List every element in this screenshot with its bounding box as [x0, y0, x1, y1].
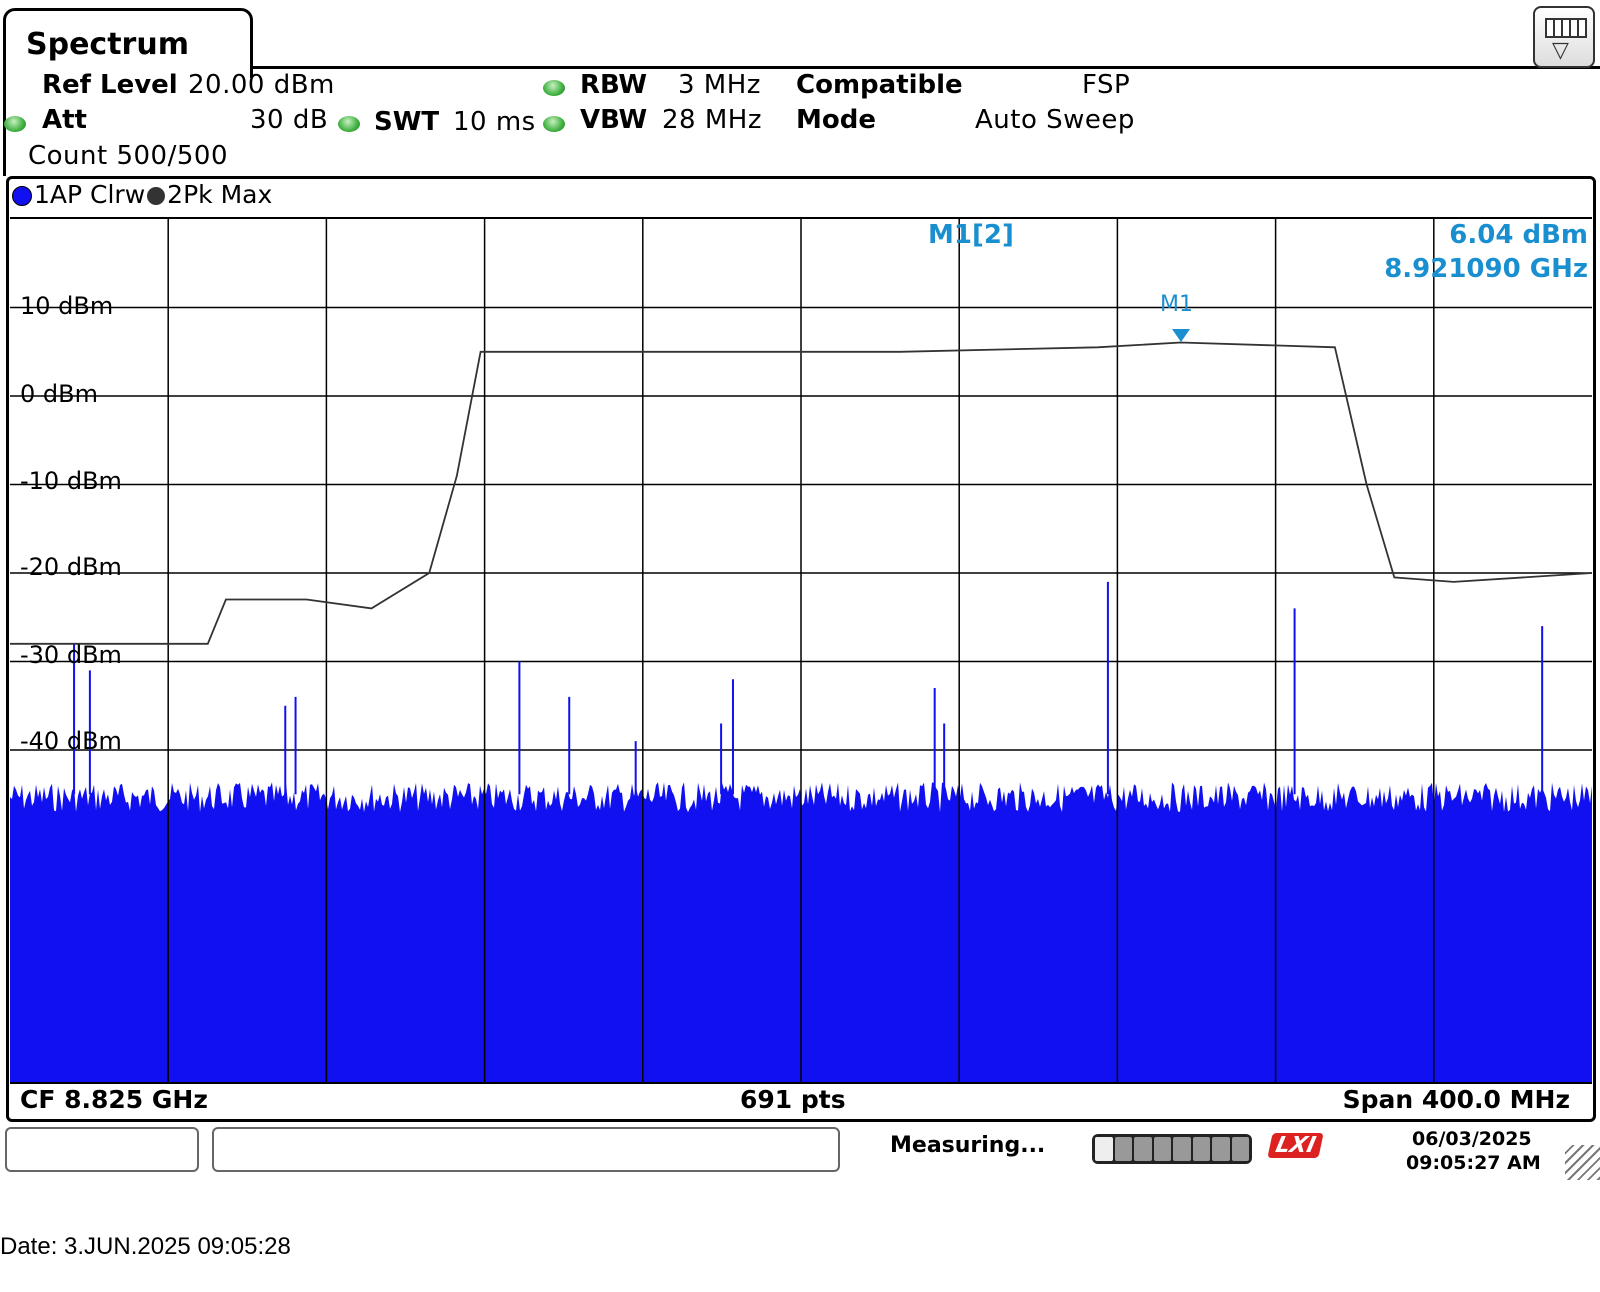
y-tick-label: -20 dBm: [20, 553, 122, 581]
window-title: Spectrum: [26, 27, 189, 62]
status-field-2[interactable]: [212, 1127, 840, 1172]
graticule: [10, 217, 1592, 1083]
menu-dropdown-button[interactable]: ▽: [1533, 6, 1595, 68]
mode-value[interactable]: Auto Sweep: [975, 105, 1135, 135]
trace-legend: 1AP Clrw 2Pk Max: [12, 180, 272, 209]
status-field-1[interactable]: [5, 1127, 199, 1172]
y-tick-label: 0 dBm: [20, 380, 98, 408]
trace2-icon: [147, 187, 166, 205]
ref-level-value[interactable]: 20.00 dBm: [188, 70, 335, 100]
sweep-count: Count 500/500: [28, 141, 228, 171]
compatible-value[interactable]: FSP: [1082, 70, 1131, 100]
screenshot-date-caption: Date: 3.JUN.2025 09:05:28: [0, 1233, 291, 1260]
mode-label: Mode: [796, 105, 876, 135]
window-icon: [1545, 18, 1587, 38]
status-date: 06/03/2025: [1412, 1128, 1532, 1150]
rbw-status-led: [543, 80, 565, 96]
spectrum-tab[interactable]: Spectrum: [3, 8, 253, 78]
vbw-value[interactable]: 28 MHz: [662, 105, 762, 135]
rbw-label: RBW: [580, 70, 648, 100]
sweep-points[interactable]: 691 pts: [740, 1085, 846, 1114]
resize-grip-icon[interactable]: [1565, 1145, 1600, 1180]
marker-name[interactable]: M1[2]: [928, 220, 1014, 250]
att-label: Att: [42, 105, 87, 135]
measuring-status: Measuring...: [890, 1133, 1046, 1158]
progress-bar: [1092, 1134, 1252, 1164]
frequency-span[interactable]: Span 400.0 MHz: [1342, 1085, 1570, 1114]
center-frequency[interactable]: CF 8.825 GHz: [20, 1085, 208, 1114]
y-tick-label: -10 dBm: [20, 467, 122, 495]
trace1-spurs: [73, 581, 1544, 795]
att-status-led: [4, 116, 26, 132]
marker-frequency: 8.921090 GHz: [1384, 254, 1588, 284]
trace1-icon: [12, 186, 32, 206]
vbw-label: VBW: [580, 105, 648, 135]
trace2-line: [10, 341, 1593, 645]
swt-value[interactable]: 10 ms: [453, 107, 536, 137]
marker-level: 6.04 dBm: [1449, 220, 1588, 250]
att-value[interactable]: 30 dB: [250, 105, 329, 135]
vbw-status-led: [543, 116, 565, 132]
chevron-down-icon: ▽: [1552, 38, 1569, 63]
marker-tag: M1: [1160, 292, 1193, 317]
tab-divider: [253, 66, 1600, 69]
swt-status-led: [338, 116, 360, 132]
ref-level-label: Ref Level: [42, 70, 178, 100]
trace2-label[interactable]: 2Pk Max: [167, 180, 273, 209]
rbw-value[interactable]: 3 MHz: [678, 70, 761, 100]
marker-m1-triangle: [1172, 329, 1190, 342]
y-tick-label: -40 dBm: [20, 727, 122, 755]
y-tick-label: -30 dBm: [20, 641, 122, 669]
y-tick-label: 10 dBm: [20, 292, 114, 320]
status-time: 09:05:27 AM: [1406, 1152, 1541, 1174]
trace1-label[interactable]: 1AP Clrw: [34, 180, 146, 209]
compatible-label: Compatible: [796, 70, 963, 100]
lxi-logo: LXI: [1267, 1133, 1324, 1158]
swt-label: SWT: [374, 107, 440, 137]
